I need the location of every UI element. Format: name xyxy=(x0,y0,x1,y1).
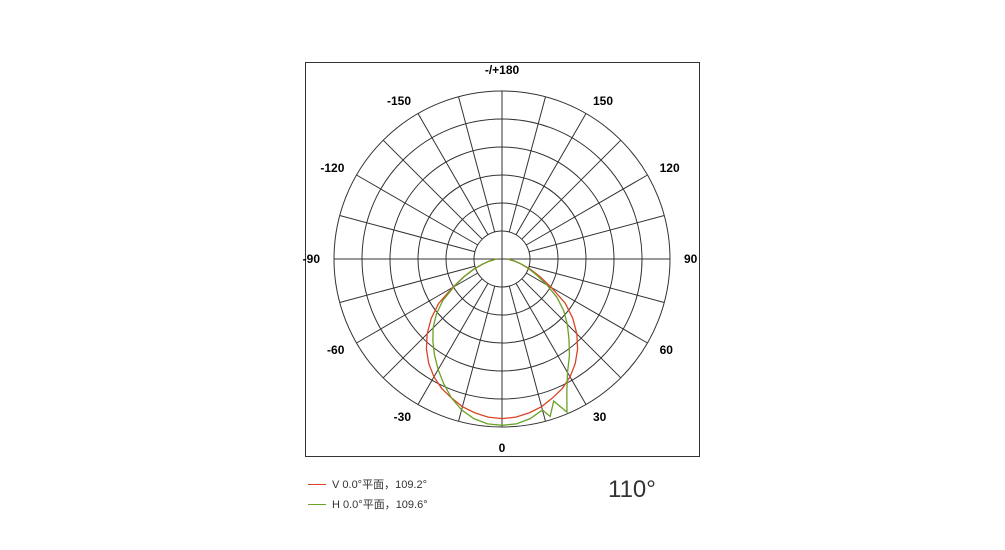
angle-label: -120 xyxy=(320,161,344,175)
angle-label: -150 xyxy=(387,94,411,108)
legend-text-h: H 0.0°平面，109.6° xyxy=(332,496,428,512)
angle-label: -90 xyxy=(303,252,320,266)
beam-angle-summary: 110° xyxy=(608,476,656,504)
legend-swatch-v xyxy=(308,484,326,485)
angle-label: 120 xyxy=(660,161,680,175)
angle-label: 0 xyxy=(499,441,506,455)
legend-item-h: H 0.0°平面，109.6° xyxy=(308,496,428,512)
angle-label: -60 xyxy=(327,343,344,357)
legend-item-v: V 0.0°平面，109.2° xyxy=(308,476,428,492)
angle-label: 150 xyxy=(593,94,613,108)
angle-label: -/+180 xyxy=(485,63,519,77)
polar-plot xyxy=(0,0,1005,550)
angle-label: -30 xyxy=(394,410,411,424)
legend-text-v: V 0.0°平面，109.2° xyxy=(332,476,427,492)
angle-label: 30 xyxy=(593,410,606,424)
page-root: { "chart": { "type": "polar-light-distri… xyxy=(0,0,1005,550)
angle-label: 60 xyxy=(660,343,673,357)
legend: V 0.0°平面，109.2° H 0.0°平面，109.6° xyxy=(308,476,428,516)
legend-swatch-h xyxy=(308,504,326,505)
angle-label: 90 xyxy=(684,252,697,266)
